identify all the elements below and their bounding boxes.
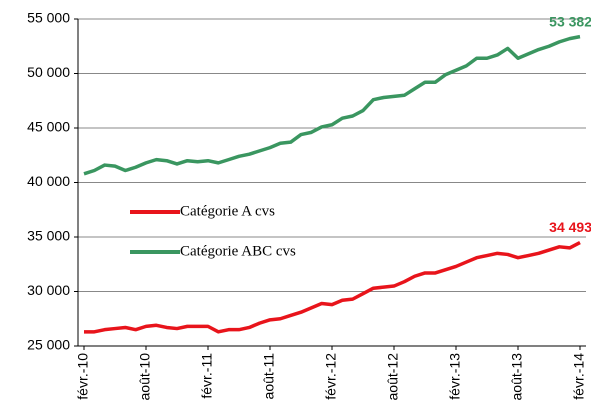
x-tick-label: févr.-13 bbox=[447, 353, 463, 400]
y-tick-label: 55 000 bbox=[27, 10, 70, 26]
legend-label: Catégorie ABC cvs bbox=[180, 243, 296, 259]
x-tick-label: août-12 bbox=[385, 353, 401, 401]
y-tick-label: 40 000 bbox=[27, 173, 70, 189]
x-tick-label: févr.-14 bbox=[571, 353, 587, 400]
y-tick-label: 50 000 bbox=[27, 64, 70, 80]
legend-label: Catégorie A cvs bbox=[180, 203, 275, 219]
line-series bbox=[83, 34, 581, 176]
y-tick-label: 30 000 bbox=[27, 282, 70, 298]
x-tick-label: févr.-10 bbox=[75, 353, 91, 400]
data-label: 53 382 bbox=[549, 13, 591, 29]
x-tick-label: août-10 bbox=[137, 353, 153, 401]
x-tick-label: févr.-12 bbox=[323, 353, 339, 400]
y-tick-label: 25 000 bbox=[27, 337, 70, 353]
x-tick-label: août-13 bbox=[509, 353, 525, 401]
data-label: 34 493 bbox=[549, 219, 591, 235]
x-tick-label: févr.-11 bbox=[199, 353, 215, 399]
y-tick-label: 35 000 bbox=[27, 228, 70, 244]
y-tick-label: 45 000 bbox=[27, 119, 70, 135]
x-tick-label: août-11 bbox=[261, 353, 277, 400]
line-series bbox=[84, 240, 581, 334]
